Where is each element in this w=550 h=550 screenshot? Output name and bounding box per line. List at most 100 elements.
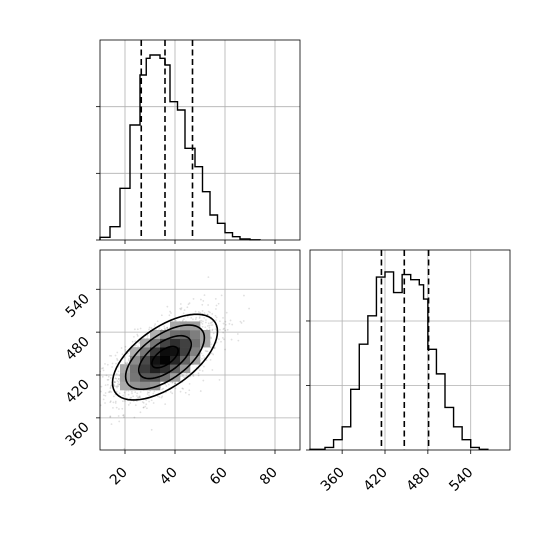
- scatter-point: [200, 321, 203, 324]
- scatter-point: [118, 377, 120, 380]
- scatter-point: [124, 345, 127, 348]
- scatter-point: [113, 381, 116, 384]
- scatter-point: [138, 396, 141, 398]
- scatter-point: [131, 392, 133, 395]
- scatter-point: [148, 400, 150, 403]
- scatter-point: [139, 396, 141, 399]
- scatter-point: [174, 382, 177, 385]
- scatter-point: [124, 362, 127, 365]
- scatter-point: [107, 391, 110, 394]
- scatter-point: [129, 402, 132, 404]
- scatter-point: [145, 399, 148, 401]
- scatter-point: [198, 317, 201, 320]
- scatter-point: [188, 382, 191, 385]
- scatter-point: [185, 375, 188, 377]
- scatter-point: [166, 326, 169, 329]
- scatter-point: [117, 370, 120, 373]
- hist-x-ticks: [96, 106, 276, 244]
- scatter-point: [142, 401, 145, 404]
- density-cell: [200, 338, 211, 348]
- scatter-point: [164, 403, 167, 406]
- scatter-point: [162, 387, 165, 390]
- scatter-point: [203, 365, 205, 368]
- scatter-point: [122, 414, 125, 417]
- scatter-point: [168, 314, 171, 317]
- y-tick-label: 420: [63, 377, 93, 407]
- hist-y-x-tick-labels: 360 420 480 540: [318, 465, 477, 495]
- scatter-point: [129, 397, 132, 400]
- density-cell: [140, 338, 151, 348]
- scatter-point: [101, 367, 103, 370]
- scatter-point: [220, 340, 222, 343]
- scatter-point: [123, 356, 126, 359]
- scatter-point: [200, 352, 203, 355]
- scatter-point: [152, 402, 155, 404]
- scatter-point: [202, 379, 205, 382]
- scatter-point: [222, 322, 225, 325]
- scatter-point: [220, 294, 223, 297]
- scatter-point: [188, 389, 191, 392]
- scatter-point: [109, 377, 112, 379]
- scatter-point: [133, 335, 135, 338]
- density-cell: [170, 330, 181, 339]
- scatter-point: [237, 339, 240, 342]
- scatter-point: [134, 340, 137, 343]
- scatter-point: [215, 316, 218, 319]
- scatter-point: [184, 391, 187, 394]
- scatter-point: [203, 316, 206, 319]
- scatter-point: [118, 383, 121, 386]
- scatter-point: [142, 406, 145, 409]
- density-cell: [150, 381, 161, 391]
- density-contours: [111, 313, 219, 401]
- scatter-point: [219, 320, 221, 323]
- scatter-point: [202, 300, 205, 302]
- scatter-point: [158, 327, 161, 330]
- scatter-point: [224, 320, 227, 323]
- scatter-point: [202, 354, 204, 357]
- scatter-point: [105, 374, 108, 377]
- scatter-point: [110, 391, 113, 393]
- scatter-point: [109, 384, 112, 387]
- scatter-point: [214, 297, 217, 300]
- scatter-point: [203, 294, 206, 297]
- scatter-point: [202, 320, 204, 323]
- density-cell: [130, 347, 141, 357]
- density-cell: [150, 338, 161, 348]
- scatter-point: [112, 401, 115, 404]
- scatter-point: [106, 378, 109, 381]
- scatter-point: [109, 416, 112, 418]
- scatter-point: [139, 391, 142, 393]
- scatter-point: [138, 341, 141, 343]
- scatter-point: [211, 324, 214, 326]
- scatter-point: [136, 392, 139, 395]
- scatter-point: [123, 416, 125, 418]
- scatter-point: [134, 391, 137, 394]
- scatter-point: [169, 310, 171, 313]
- scatter-point: [236, 333, 239, 335]
- scatter-point: [113, 381, 116, 383]
- density-cell: [160, 355, 171, 365]
- scatter-point: [165, 385, 168, 387]
- scatter-point: [163, 327, 166, 330]
- scatter-point: [205, 359, 208, 361]
- scatter-point: [123, 391, 126, 394]
- scatter-point: [126, 361, 128, 364]
- scatter-point: [201, 303, 204, 306]
- density-cell: [140, 364, 151, 374]
- scatter-point: [206, 325, 209, 327]
- scatter-point: [110, 354, 113, 357]
- scatter-point: [130, 396, 133, 399]
- scatter-point: [203, 356, 206, 359]
- scatter-point: [222, 331, 225, 334]
- density-frame: [99, 249, 301, 451]
- scatter-point: [197, 372, 200, 375]
- scatter-point: [175, 319, 177, 322]
- x-tick-label: 60: [207, 465, 231, 489]
- scatter-point: [101, 375, 104, 378]
- scatter-point: [187, 303, 190, 306]
- scatter-point: [127, 389, 130, 392]
- scatter-point: [200, 319, 203, 322]
- scatter-point: [133, 416, 136, 419]
- scatter-point: [179, 307, 182, 310]
